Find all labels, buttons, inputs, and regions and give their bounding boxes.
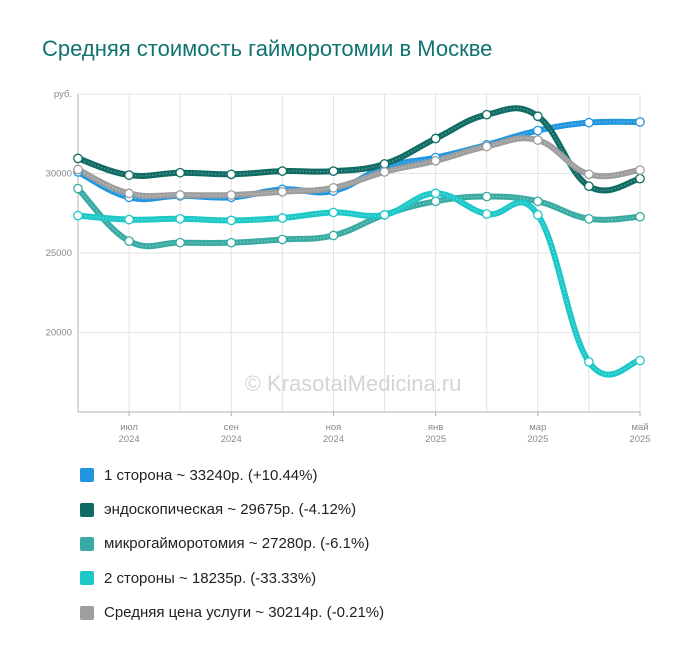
series-3-point <box>73 183 83 194</box>
series-5-line-texture <box>77 137 641 197</box>
series-5-point <box>532 135 543 145</box>
series-3-point <box>481 191 492 202</box>
series-4-point <box>584 357 594 367</box>
legend-swatch <box>80 536 94 551</box>
series-2-point <box>175 167 186 178</box>
series-5-point <box>584 169 594 180</box>
series-4-point <box>532 209 543 220</box>
series-1-point <box>532 125 543 136</box>
watermark: © KrasotaiMedicina.ru <box>245 371 462 396</box>
series-5-point <box>481 141 492 152</box>
series-3-point <box>328 230 339 241</box>
y-axis-label: руб. <box>54 89 72 100</box>
legend-item[interactable]: Средняя цена услуги ~ 30214р. (-0.21%) <box>80 596 384 630</box>
series-3-point <box>124 236 134 246</box>
x-tick-label-month: июл <box>120 422 138 433</box>
series-4-line <box>75 190 643 378</box>
series-5-point <box>124 188 134 199</box>
y-tick-label: 20000 <box>46 328 72 339</box>
x-tick-label-month: мар <box>529 422 546 433</box>
legend-label: 2 стороны ~ 18235р. (-33.33%) <box>104 569 317 587</box>
x-tick-label-year: 2025 <box>629 434 650 445</box>
legend-swatch <box>80 502 94 517</box>
series-4-point <box>226 215 237 226</box>
x-tick-label-year: 2025 <box>425 434 446 445</box>
series-2-point <box>584 181 594 192</box>
legend-item[interactable]: микрогайморотомия ~ 27280р. (-6.1%) <box>80 527 384 561</box>
series-3-point <box>226 237 237 248</box>
y-tick-label: 30000 <box>46 169 72 180</box>
series-3-point <box>175 237 186 248</box>
x-tick-label-year: 2024 <box>221 434 242 445</box>
series-2-point <box>226 169 237 180</box>
series-2-point <box>635 173 645 184</box>
x-tick-label-month: сен <box>224 422 239 433</box>
x-tick-label-month: май <box>631 422 648 433</box>
legend-item[interactable]: эндоскопическая ~ 29675р. (-4.12%) <box>80 492 384 526</box>
line-chart: © KrasotaiMedicina.ru 200002500030000руб… <box>46 89 651 445</box>
series-4-point <box>328 207 339 218</box>
x-tick-label-year: 2024 <box>323 434 344 445</box>
series-5-point <box>379 167 390 177</box>
series-5-point <box>430 155 441 166</box>
series-4-point <box>635 355 645 366</box>
series-2-point <box>277 166 288 176</box>
series-5-point <box>226 190 237 200</box>
series-2-point <box>532 111 543 122</box>
legend-swatch <box>80 605 94 620</box>
series-2-point <box>328 166 339 176</box>
series-1-point <box>635 117 645 127</box>
series-4-point <box>481 209 492 219</box>
series-3-point <box>635 211 645 222</box>
legend-label: эндоскопическая ~ 29675р. (-4.12%) <box>104 501 357 519</box>
series-2-point <box>124 170 134 180</box>
legend-item[interactable]: 2 стороны ~ 18235р. (-33.33%) <box>80 561 384 595</box>
series-3-point <box>584 213 594 224</box>
axes <box>77 94 641 416</box>
legend-label: 1 сторона ~ 33240р. (+10.44%) <box>104 466 318 484</box>
series-4-point <box>175 213 186 224</box>
series-5-point <box>328 182 339 193</box>
series-3-point <box>532 196 543 207</box>
series-1-point <box>584 117 594 128</box>
legend-swatch <box>80 468 94 483</box>
series-2-point <box>379 159 390 169</box>
series-lines <box>75 105 643 378</box>
legend-item[interactable]: 1 сторона ~ 33240р. (+10.44%) <box>80 458 384 492</box>
x-tick-label-year: 2025 <box>527 434 548 445</box>
x-tick-label-year: 2024 <box>119 434 140 445</box>
legend-label: микрогайморотомия ~ 27280р. (-6.1%) <box>104 535 370 553</box>
series-5-point <box>635 165 645 175</box>
x-tick-label-month: янв <box>428 422 443 433</box>
y-tick-label: 25000 <box>46 248 72 259</box>
series-4-point <box>124 214 134 225</box>
series-2-point <box>481 109 492 120</box>
chart-title: Средняя стоимость гайморотомии в Москве <box>42 36 493 61</box>
legend: 1 сторона ~ 33240р. (+10.44%) эндоскопиче… <box>80 458 384 630</box>
series-4-point <box>379 209 390 220</box>
axis-labels: 200002500030000руб.июл2024сен2024ноя2024… <box>46 89 651 445</box>
series-5-point <box>73 164 83 175</box>
series-4-point <box>73 210 83 221</box>
series-3-point <box>430 196 441 207</box>
legend-swatch <box>80 571 94 586</box>
series-2-point <box>430 133 441 144</box>
series-4-point <box>430 188 441 199</box>
series-5-point <box>277 186 288 197</box>
series-5-point <box>175 190 186 200</box>
legend-label: Средняя цена услуги ~ 30214р. (-0.21%) <box>104 604 385 622</box>
x-tick-label-month: ноя <box>326 422 342 433</box>
series-4-point <box>277 213 288 223</box>
series-2-point <box>73 153 83 164</box>
series-3-point <box>277 234 288 245</box>
series-points <box>73 109 645 367</box>
